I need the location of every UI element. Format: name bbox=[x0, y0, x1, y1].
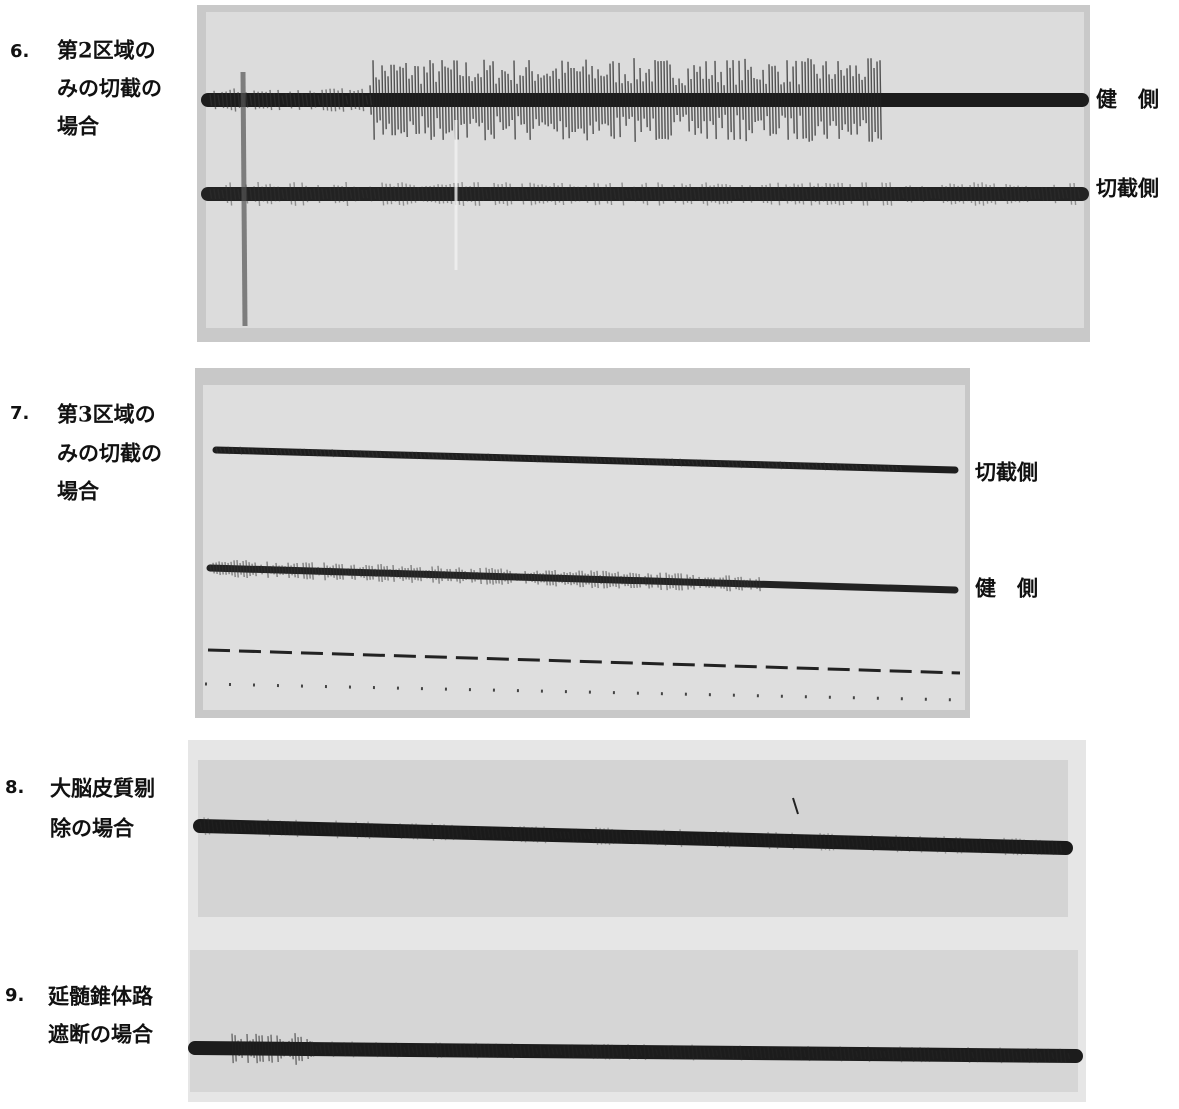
artifact bbox=[243, 72, 245, 326]
caption: 場合 bbox=[57, 479, 100, 504]
photo bbox=[206, 12, 1084, 328]
page: {"panels": [ {"number": "6.", "caption_l… bbox=[0, 0, 1179, 1105]
caption: 遮断の場合 bbox=[48, 1022, 154, 1047]
figure-number: 8. bbox=[5, 777, 24, 798]
caption: 第2区域の bbox=[57, 38, 156, 63]
figure-number: 7. bbox=[10, 403, 29, 424]
trace-label: 切截側 bbox=[975, 460, 1038, 485]
caption: みの切截の bbox=[57, 441, 162, 466]
photo bbox=[190, 950, 1078, 1092]
caption: みの切截の bbox=[57, 76, 162, 101]
figure-number: 6. bbox=[10, 41, 29, 62]
caption: 除の場合 bbox=[50, 816, 135, 841]
caption: 場合 bbox=[57, 114, 100, 139]
trace-label: 健 側 bbox=[1096, 87, 1159, 112]
trace-label: 健 側 bbox=[975, 576, 1038, 601]
caption: 延髄錐体路 bbox=[47, 984, 154, 1009]
caption: 大脳皮質剔 bbox=[50, 776, 155, 801]
figure-number: 9. bbox=[5, 985, 24, 1006]
figure: 6. 第2区域の みの切截の 場合 健 側 切截側 7. 第3区域の みの切截の… bbox=[0, 0, 1179, 1105]
caption: 第3区域の bbox=[57, 402, 156, 427]
trace-label: 切截側 bbox=[1096, 176, 1159, 201]
